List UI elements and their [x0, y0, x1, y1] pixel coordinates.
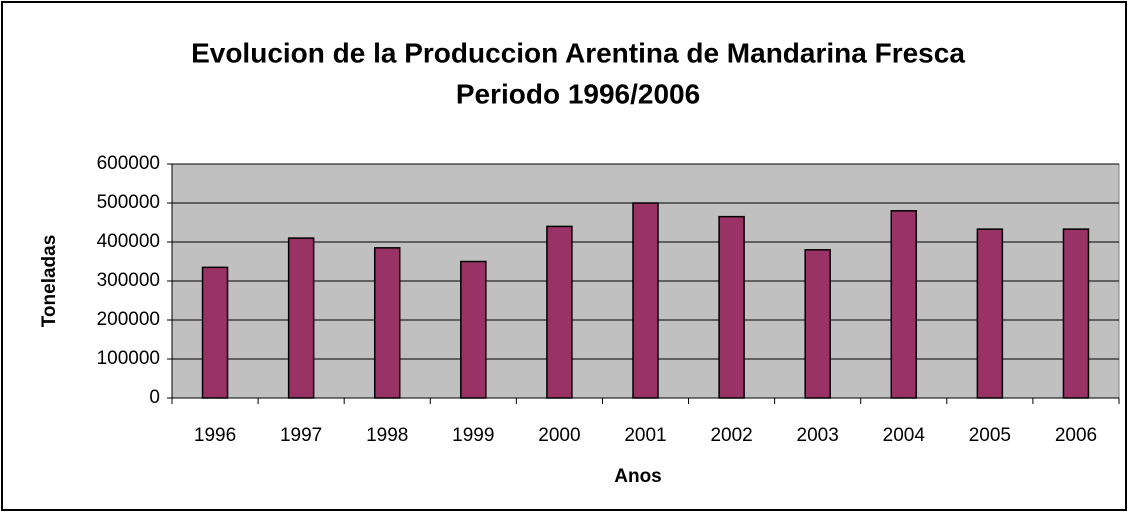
y-axis-title: Toneladas	[39, 235, 60, 328]
chart-title: Evolucion de la Produccion Arentina de M…	[191, 37, 965, 68]
bar	[287, 237, 315, 399]
y-tick-label: 600000	[97, 153, 160, 174]
y-tick-label: 400000	[97, 231, 160, 252]
bar	[632, 202, 659, 399]
bar	[976, 228, 1004, 399]
x-tick-label: 1997	[280, 425, 322, 446]
x-tick-label: 2006	[1055, 425, 1097, 446]
bar	[546, 225, 573, 399]
x-tick-label: 2000	[538, 425, 580, 446]
x-tick-label: 1996	[194, 425, 236, 446]
x-tick-label: 1998	[366, 425, 408, 446]
x-tick-label: 2004	[883, 425, 926, 446]
x-tick-label: 1999	[452, 425, 494, 446]
y-tick-label: 300000	[97, 270, 160, 291]
x-tick-label: 2005	[969, 425, 1011, 446]
y-tick-label: 100000	[97, 348, 160, 369]
y-tick-label: 500000	[97, 192, 160, 213]
y-tick-label: 0	[149, 387, 160, 408]
bar	[890, 210, 918, 399]
x-tick-label: 2001	[624, 425, 666, 446]
bar	[460, 260, 487, 399]
x-tick-label: 2002	[710, 425, 752, 446]
chart-subtitle: Periodo 1996/2006	[456, 78, 700, 109]
bar	[201, 266, 229, 399]
bar	[1062, 228, 1090, 399]
bar	[718, 215, 745, 399]
x-tick-label: 2003	[797, 425, 839, 446]
bar	[804, 249, 831, 399]
bar	[373, 247, 401, 399]
x-axis-title: Anos	[614, 466, 662, 487]
y-tick-label: 200000	[97, 309, 160, 330]
